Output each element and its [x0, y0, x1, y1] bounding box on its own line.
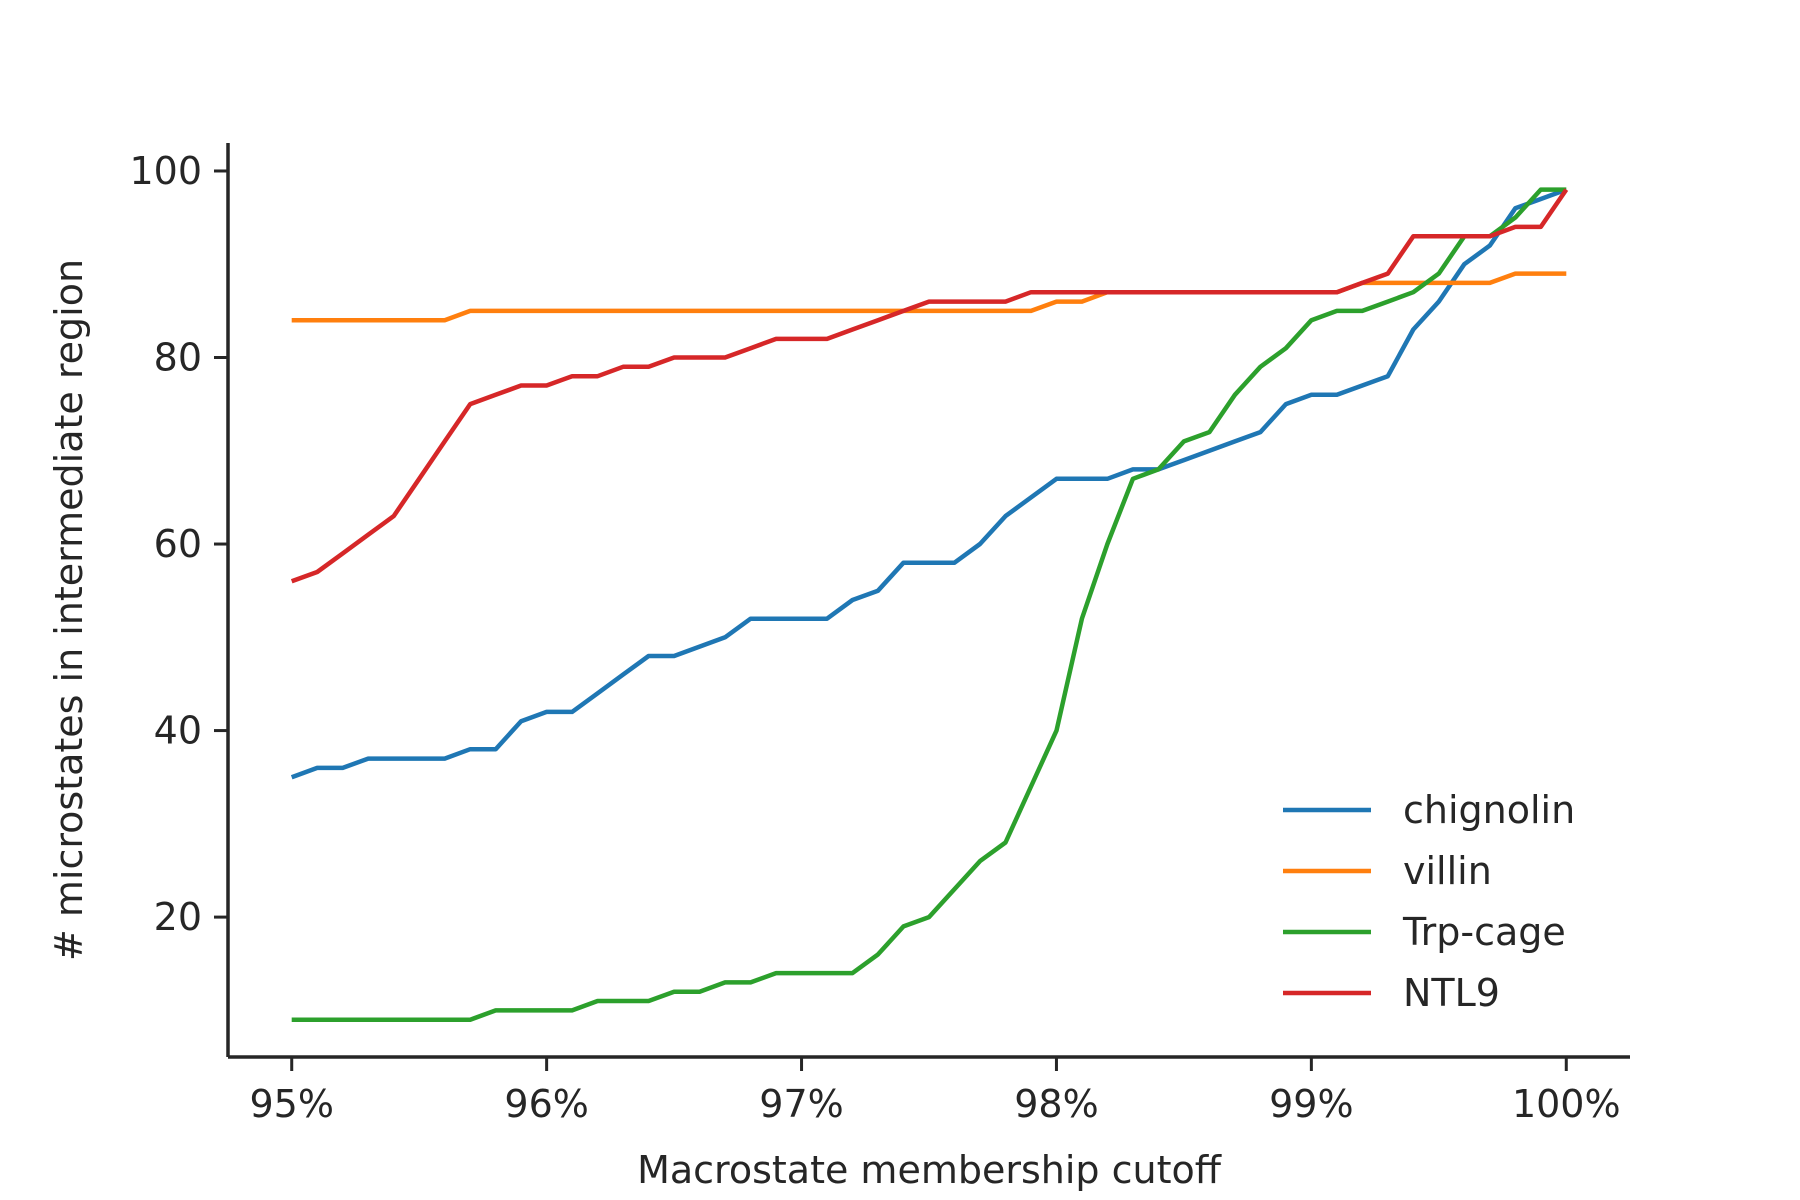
y-tick-label: 20 [154, 895, 202, 939]
legend-label: chignolin [1403, 788, 1575, 832]
x-tick-label: 97% [759, 1082, 843, 1126]
legend-label: NTL9 [1403, 971, 1500, 1015]
series-layer [290, 187, 1569, 1022]
x-axis-label: Macrostate membership cutoff [637, 1148, 1222, 1192]
x-tick-label: 99% [1269, 1082, 1353, 1126]
x-tick-label: 100% [1512, 1082, 1621, 1126]
y-ticks: 20 40 60 80 100 [129, 149, 228, 939]
series-line-chignolin [290, 187, 1568, 780]
x-tick-label: 95% [249, 1082, 333, 1126]
series-line-ntl9 [290, 188, 1569, 584]
x-tick-label: 96% [504, 1082, 588, 1126]
legend-label: Trp-cage [1402, 910, 1566, 954]
y-tick-label: 40 [154, 709, 202, 753]
series-line-trp-cage [291, 187, 1567, 1022]
y-tick-label: 60 [154, 522, 202, 566]
x-tick-label: 98% [1014, 1082, 1098, 1126]
axes-layer [226, 143, 1630, 1059]
y-tick-label: 80 [154, 336, 202, 380]
legend: chignolin villin Trp-cage NTL9 [1283, 788, 1575, 1015]
y-tick-label: 100 [129, 149, 202, 193]
x-ticks: 95% 96% 97% 98% 99% 100% [249, 1057, 1621, 1126]
y-axis-label: # microstates in intermediate region [47, 259, 91, 961]
legend-label: villin [1403, 849, 1492, 893]
